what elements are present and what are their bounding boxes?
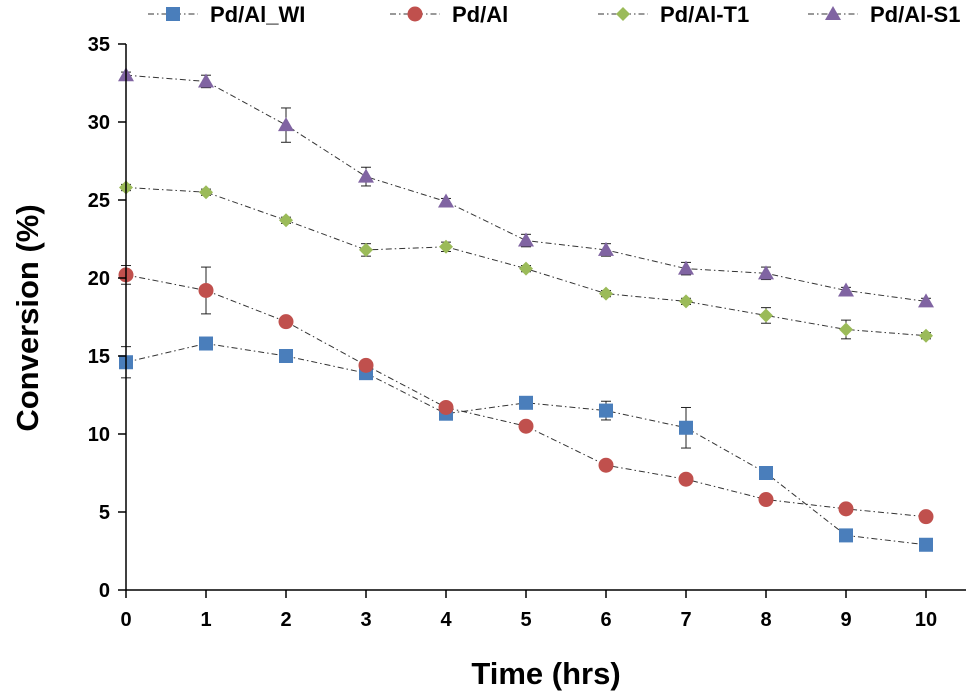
x-tick-label: 2	[280, 609, 291, 631]
data-point	[919, 537, 933, 552]
x-tick-label: 1	[200, 609, 211, 631]
y-tick-label: 10	[88, 424, 110, 446]
legend-item: Pd/Al	[390, 2, 508, 27]
data-point	[918, 293, 934, 308]
x-tick-label: 5	[520, 609, 531, 631]
ticks: 0 5 10 15 20 25 30 35 0 1 2 3 4 5 6 7 8 9 10	[88, 34, 937, 631]
data-point	[519, 261, 533, 276]
y-tick-label: 35	[88, 34, 110, 56]
x-tick-label: 6	[600, 609, 611, 631]
legend-marker	[407, 6, 423, 22]
x-tick-label: 7	[680, 609, 691, 631]
series-1	[119, 336, 933, 552]
y-tick-label: 25	[88, 190, 110, 212]
series-3	[119, 180, 933, 343]
x-tick-label: 4	[440, 609, 452, 631]
data-point	[279, 213, 293, 228]
legend-label: Pd/Al	[452, 2, 508, 27]
data-point	[199, 336, 213, 351]
legend-label: Pd/Al_WI	[210, 2, 305, 27]
data-point	[759, 308, 773, 323]
series-line	[125, 187, 927, 337]
y-tick-label: 15	[88, 346, 110, 368]
series-layer	[118, 67, 934, 552]
data-point	[759, 466, 773, 480]
x-tick-label: 3	[360, 609, 371, 631]
data-point	[599, 403, 613, 418]
series-line	[125, 274, 927, 518]
data-point	[359, 242, 373, 257]
y-tick-label: 0	[99, 580, 110, 602]
data-point	[839, 528, 853, 543]
series-line	[125, 343, 927, 546]
data-point	[198, 73, 214, 88]
legend-marker	[825, 6, 841, 20]
y-tick-label: 5	[99, 502, 110, 524]
data-point	[678, 471, 694, 487]
data-point	[199, 185, 213, 200]
legend-item: Pd/Al_WI	[148, 2, 305, 27]
x-tick-label: 9	[840, 609, 851, 631]
data-point	[838, 501, 854, 517]
data-point	[918, 509, 934, 525]
legend-item: Pd/Al-S1	[808, 2, 960, 27]
data-point	[919, 328, 933, 343]
data-point	[518, 418, 534, 434]
data-point	[518, 232, 534, 247]
data-point	[358, 357, 374, 373]
data-point	[839, 322, 853, 337]
y-axis-title: Conversion (%)	[10, 204, 45, 431]
x-tick-label: 10	[915, 609, 937, 631]
x-tick-label: 8	[760, 609, 771, 631]
legend-item: Pd/Al-T1	[598, 2, 749, 27]
x-axis-title: Time (hrs)	[471, 656, 620, 691]
data-point	[758, 492, 774, 508]
y-tick-label: 20	[88, 268, 110, 290]
legend-marker	[166, 7, 180, 21]
data-point	[278, 314, 294, 330]
legend-label: Pd/Al-S1	[870, 2, 960, 27]
series-2	[118, 265, 934, 525]
data-point	[198, 282, 214, 298]
data-point	[438, 399, 454, 415]
data-point	[679, 420, 693, 435]
data-point	[838, 282, 854, 297]
data-point	[599, 286, 613, 301]
y-tick-label: 30	[88, 112, 110, 134]
legend-label: Pd/Al-T1	[660, 2, 749, 27]
data-point	[279, 349, 293, 363]
data-point	[678, 260, 694, 275]
axes	[125, 44, 966, 591]
x-tick-label: 0	[120, 609, 131, 631]
data-point	[598, 241, 614, 256]
data-point	[358, 168, 374, 183]
data-point	[278, 117, 294, 132]
data-point	[679, 294, 693, 309]
data-point	[519, 395, 533, 410]
legend-marker	[616, 7, 630, 21]
data-point	[758, 265, 774, 280]
data-point	[438, 193, 454, 208]
data-point	[598, 457, 614, 473]
legend: Pd/Al_WI Pd/Al Pd/Al-T1 Pd/Al-S1	[148, 2, 960, 27]
data-point	[439, 239, 453, 254]
